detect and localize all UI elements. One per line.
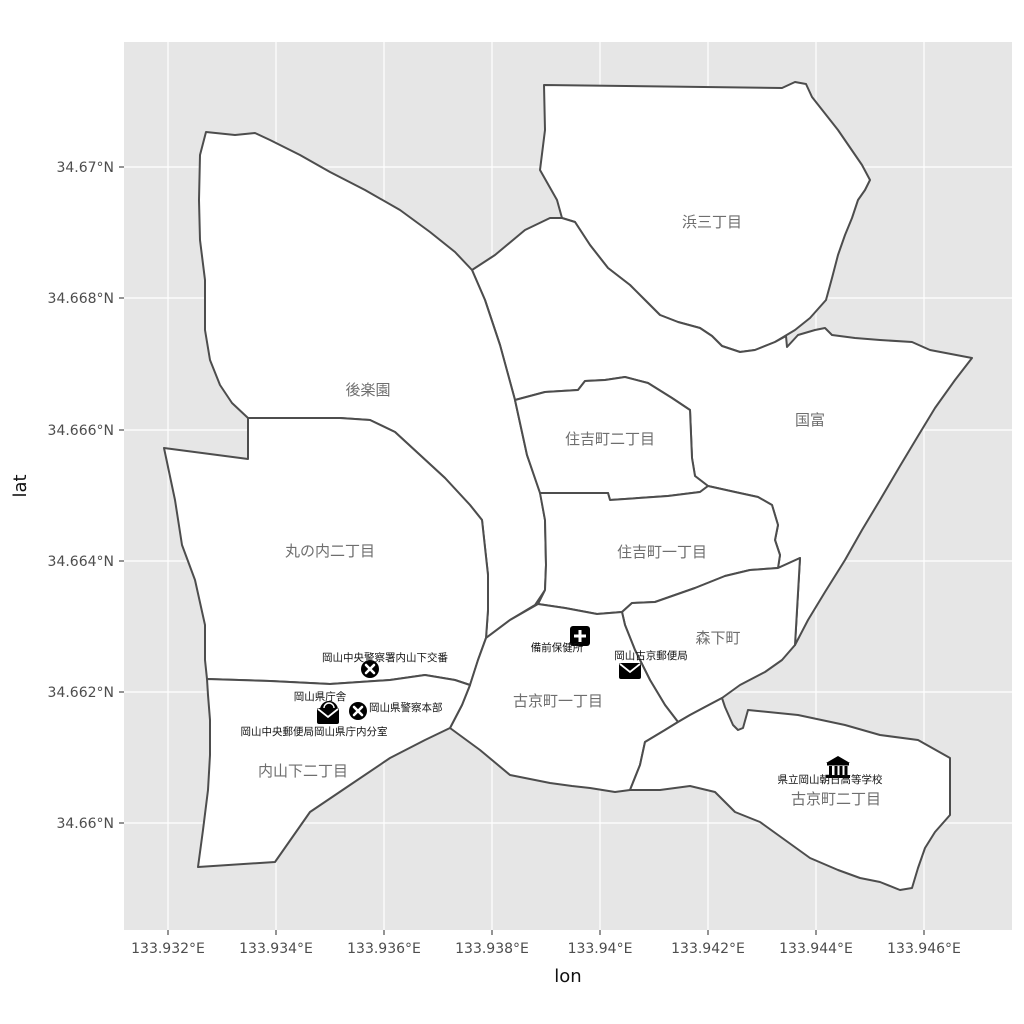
- region-label: 古京町一丁目: [513, 692, 603, 710]
- x-axis: 133.932°E 133.934°E 133.936°E 133.938°E …: [131, 930, 961, 957]
- x-tick-label: 133.934°E: [239, 941, 313, 957]
- y-tick-label: 34.662°N: [48, 685, 114, 701]
- y-tick-label: 34.664°N: [48, 554, 114, 570]
- x-tick-label: 133.946°E: [887, 941, 961, 957]
- regions: [163, 81, 973, 891]
- poi-markers: [317, 626, 850, 778]
- poi-label: 岡山県警察本部: [369, 701, 443, 714]
- post-office-icon: [317, 708, 339, 724]
- poi-label: 岡山中央警察署内山下交番: [322, 651, 448, 664]
- school-icon: [826, 756, 850, 778]
- police-icon: [349, 702, 367, 720]
- region-label: 国富: [795, 411, 825, 429]
- x-tick-label: 133.944°E: [779, 941, 853, 957]
- post-office-icon: [619, 663, 641, 679]
- y-tick-label: 34.668°N: [48, 291, 114, 307]
- poi-label: 岡山中央郵便局岡山県庁内分室: [241, 725, 388, 738]
- x-tick-label: 133.936°E: [347, 941, 421, 957]
- region-label: 内山下二丁目: [258, 762, 348, 780]
- region-label: 後楽園: [345, 381, 390, 399]
- region-label: 浜三丁目: [682, 213, 742, 231]
- y-axis-title: lat: [10, 474, 31, 497]
- y-tick-label: 34.666°N: [48, 423, 114, 439]
- y-axis: 34.67°N 34.668°N 34.666°N 34.664°N 34.66…: [48, 160, 124, 832]
- region-label: 古京町二丁目: [791, 790, 881, 808]
- region-label: 森下町: [695, 629, 740, 647]
- region-label: 丸の内二丁目: [285, 542, 375, 560]
- x-axis-title: lon: [554, 966, 581, 987]
- region-furugyocho-2chome: [629, 697, 951, 891]
- y-tick-label: 34.66°N: [56, 816, 114, 832]
- x-tick-label: 133.938°E: [455, 941, 529, 957]
- poi-label: 県立岡山朝日高等学校: [778, 773, 883, 786]
- region-uchisange-2chome: [197, 674, 471, 868]
- region-labels: 浜三丁目 後楽園 国富 住吉町二丁目 丸の内二丁目 住吉町一丁目 森下町 古京町…: [258, 213, 881, 808]
- y-tick-label: 34.67°N: [56, 160, 114, 176]
- health-center-icon: [570, 626, 590, 646]
- region-label: 住吉町一丁目: [617, 543, 707, 561]
- region-label: 住吉町二丁目: [565, 430, 655, 448]
- poi-labels: 岡山中央警察署内山下交番 岡山県庁舎 岡山県警察本部 岡山中央郵便局岡山県庁内分…: [241, 641, 883, 786]
- poi-label: 備前保健所: [531, 641, 584, 654]
- x-tick-label: 133.94°E: [568, 941, 633, 957]
- x-tick-label: 133.932°E: [131, 941, 205, 957]
- police-icon: [361, 660, 379, 678]
- x-tick-label: 133.942°E: [671, 941, 745, 957]
- poi-label: 岡山古京郵便局: [614, 649, 688, 662]
- poi-label: 岡山県庁舎: [294, 690, 347, 703]
